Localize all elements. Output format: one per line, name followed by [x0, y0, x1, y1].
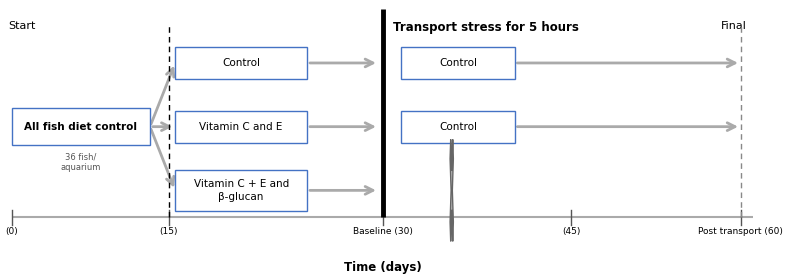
Text: Control: Control	[222, 58, 260, 68]
Text: All fish diet control: All fish diet control	[25, 122, 138, 132]
Text: (15): (15)	[160, 227, 178, 236]
FancyBboxPatch shape	[175, 170, 307, 211]
Text: Vitamin C + E and
β-glucan: Vitamin C + E and β-glucan	[194, 179, 289, 202]
Text: Control: Control	[439, 122, 477, 132]
Text: Start: Start	[8, 21, 36, 31]
Text: Post transport (60): Post transport (60)	[698, 227, 783, 236]
FancyBboxPatch shape	[175, 47, 307, 79]
Text: Final: Final	[721, 21, 747, 31]
Polygon shape	[450, 139, 453, 241]
Text: 36 fish/
aquarium: 36 fish/ aquarium	[61, 152, 101, 172]
Text: Control: Control	[439, 58, 477, 68]
FancyBboxPatch shape	[12, 108, 150, 145]
Text: Time (days): Time (days)	[344, 261, 422, 275]
Text: (45): (45)	[562, 227, 581, 236]
Text: Transport stress for 5 hours: Transport stress for 5 hours	[392, 21, 578, 34]
FancyBboxPatch shape	[175, 111, 307, 143]
FancyBboxPatch shape	[402, 111, 515, 143]
FancyBboxPatch shape	[402, 47, 515, 79]
Text: (0): (0)	[6, 227, 18, 236]
Text: Baseline (30): Baseline (30)	[353, 227, 413, 236]
Text: Vitamin C and E: Vitamin C and E	[199, 122, 283, 132]
